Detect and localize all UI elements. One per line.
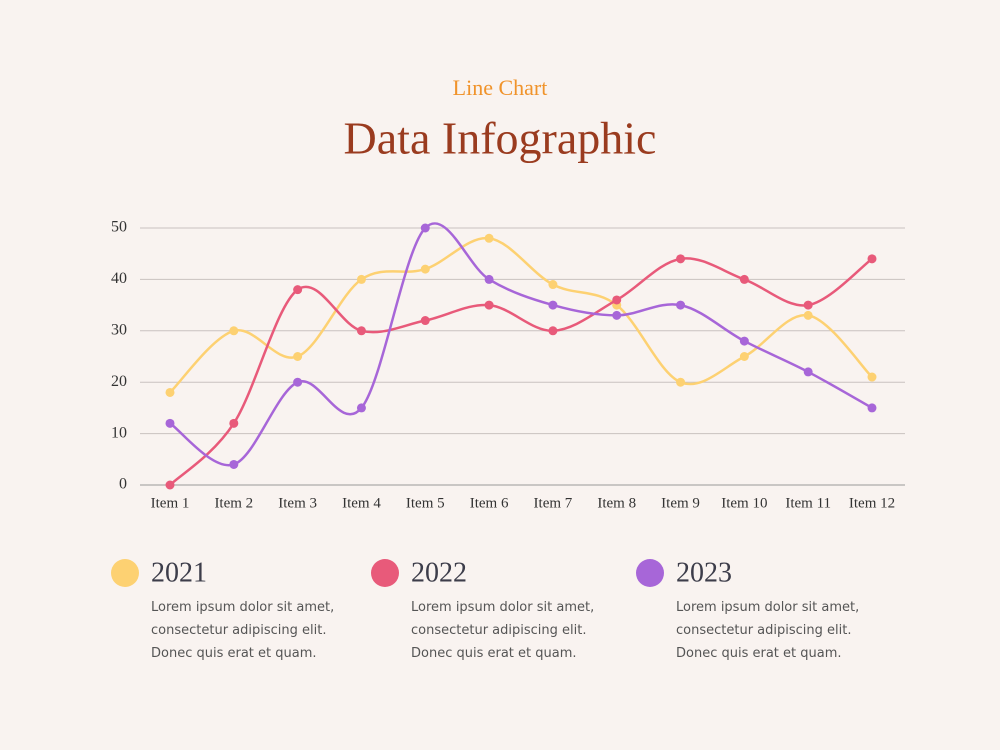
data-point [229, 418, 239, 428]
data-point [548, 280, 558, 290]
x-tick-label: Item 9 [661, 495, 700, 511]
data-point [229, 326, 239, 336]
legend-description: Lorem ipsum dolor sit amet, consectetur … [151, 600, 335, 661]
data-point [484, 300, 494, 310]
data-point [867, 403, 877, 413]
data-point [356, 326, 366, 336]
legend-swatch [636, 559, 664, 587]
x-tick-label: Item 10 [721, 495, 767, 511]
data-point [293, 352, 303, 361]
data-point [676, 377, 686, 387]
legend-label: 2021 [151, 557, 207, 588]
data-point [165, 387, 175, 397]
y-tick-label: 30 [111, 321, 127, 338]
data-point [165, 418, 175, 428]
legend-label: 2022 [411, 557, 467, 588]
data-point [165, 480, 175, 490]
legend-description: Lorem ipsum dolor sit amet, consectetur … [411, 600, 595, 661]
data-point [420, 223, 430, 233]
data-point [803, 310, 813, 320]
data-point [293, 377, 303, 387]
legend-label: 2023 [676, 557, 732, 588]
data-point [803, 300, 813, 310]
x-tick-label: Item 8 [597, 495, 636, 511]
data-point [548, 300, 558, 310]
data-point [739, 336, 749, 346]
x-tick-label: Item 12 [849, 495, 895, 511]
data-point [356, 403, 366, 413]
y-tick-label: 10 [111, 424, 127, 441]
x-tick-label: Item 4 [342, 495, 381, 511]
data-point [612, 310, 622, 320]
data-point [229, 459, 239, 469]
series-line [169, 257, 873, 486]
series-line [169, 237, 873, 394]
x-tick-label: Item 11 [785, 495, 831, 511]
x-tick-label: Item 2 [214, 495, 253, 511]
data-point [484, 233, 494, 243]
x-tick-label: Item 5 [406, 495, 445, 511]
data-point [484, 274, 494, 284]
data-point [867, 372, 877, 382]
x-tick-label: Item 6 [470, 495, 509, 511]
data-point [420, 316, 430, 326]
legend-swatch [371, 559, 399, 587]
data-point [612, 295, 622, 305]
data-point [676, 254, 686, 264]
y-tick-label: 0 [119, 476, 127, 493]
legend-description: Lorem ipsum dolor sit amet, consectetur … [676, 600, 860, 661]
data-point [739, 274, 749, 284]
data-point [420, 264, 430, 274]
x-tick-label: Item 7 [534, 495, 573, 511]
chart-subtitle: Line Chart [453, 75, 548, 100]
x-tick-label: Item 1 [151, 495, 190, 511]
data-point [739, 352, 749, 361]
data-point [356, 274, 366, 284]
chart-title: Data Infographic [344, 113, 657, 164]
x-tick-label: Item 3 [278, 495, 317, 511]
data-point [867, 254, 877, 264]
data-point [293, 285, 303, 295]
data-point [676, 300, 686, 310]
y-tick-label: 40 [111, 270, 127, 287]
data-point [548, 326, 558, 336]
legend-swatch [111, 559, 139, 587]
data-point [803, 367, 813, 377]
y-tick-label: 50 [111, 219, 127, 236]
y-tick-label: 20 [111, 373, 127, 390]
